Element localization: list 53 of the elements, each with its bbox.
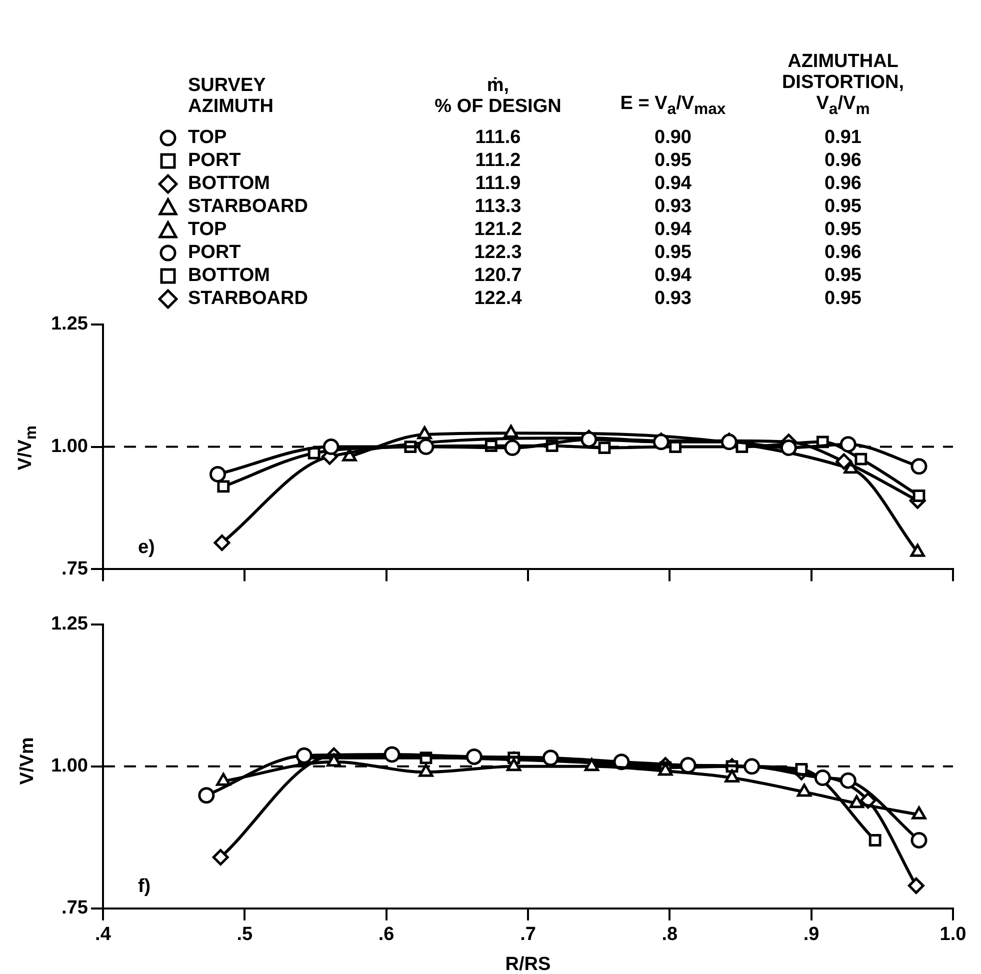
y-tick-label: 1.25 bbox=[50, 614, 88, 635]
text: 0.96 bbox=[824, 242, 862, 264]
text: 0.96 bbox=[824, 172, 862, 194]
text: 0.90 bbox=[654, 126, 692, 148]
text: 0.95 bbox=[824, 196, 862, 218]
text: 120.7 bbox=[473, 264, 523, 286]
x-tick-label: .5 bbox=[236, 924, 253, 946]
text: SURVEY AZIMUTH bbox=[188, 75, 274, 118]
legend-label: TOP bbox=[188, 126, 228, 148]
text: 122.4 bbox=[473, 288, 523, 310]
y-tick-label: 1.00 bbox=[50, 436, 88, 458]
x-tick-label: .6 bbox=[378, 924, 394, 946]
x-tick-label: .7 bbox=[520, 924, 536, 946]
legend-label: STARBOARD bbox=[188, 288, 309, 310]
text: 0.93 bbox=[654, 196, 692, 218]
text: ṁ, % OF DESIGN bbox=[434, 75, 562, 118]
legend-label: BOTTOM bbox=[188, 264, 271, 286]
x-axis-title: R/RS bbox=[505, 954, 551, 974]
legend-label: STARBOARD bbox=[188, 196, 309, 218]
text: 0.93 bbox=[654, 288, 692, 310]
text: 111.6 bbox=[474, 126, 522, 148]
x-tick-label: .8 bbox=[662, 924, 678, 946]
text: AZIMUTHAL DISTORTION, V$_{a}$/V$_{m}$ bbox=[780, 51, 906, 118]
annotation: f) bbox=[138, 876, 151, 898]
legend-label: BOTTOM bbox=[188, 172, 271, 194]
text: 0.95 bbox=[654, 242, 692, 264]
y-tick-label: 1.25 bbox=[50, 314, 88, 335]
x-tick-label: .9 bbox=[803, 924, 820, 946]
y-tick-label: 1.00 bbox=[50, 756, 88, 777]
text: 113.3 bbox=[474, 196, 522, 218]
text: 0.95 bbox=[654, 150, 692, 172]
text: 0.91 bbox=[824, 126, 862, 148]
y-axis-title: V/Vm bbox=[17, 736, 39, 787]
annotation: e) bbox=[138, 536, 155, 558]
legend-label: PORT bbox=[188, 150, 242, 172]
text: 111.2 bbox=[474, 150, 522, 172]
text: 121.2 bbox=[473, 218, 523, 240]
legend-label: PORT bbox=[188, 242, 242, 264]
text: 111.9 bbox=[474, 172, 522, 194]
text: 0.95 bbox=[824, 264, 862, 286]
text: 0.94 bbox=[654, 218, 692, 240]
text: 0.94 bbox=[654, 172, 692, 194]
text: E = V$_{a}$/V$_{max}$ bbox=[619, 92, 727, 118]
legend-label: TOP bbox=[188, 218, 228, 240]
x-tick-label: .4 bbox=[95, 924, 112, 946]
x-tick-label: 1.0 bbox=[940, 924, 966, 946]
text: 122.3 bbox=[473, 242, 523, 264]
text: 0.96 bbox=[824, 150, 862, 172]
y-tick-label: .75 bbox=[62, 898, 88, 919]
text: 0.95 bbox=[824, 288, 862, 310]
y-tick-label: .75 bbox=[62, 558, 88, 580]
text: 0.94 bbox=[654, 264, 692, 286]
text: 0.95 bbox=[824, 218, 862, 240]
